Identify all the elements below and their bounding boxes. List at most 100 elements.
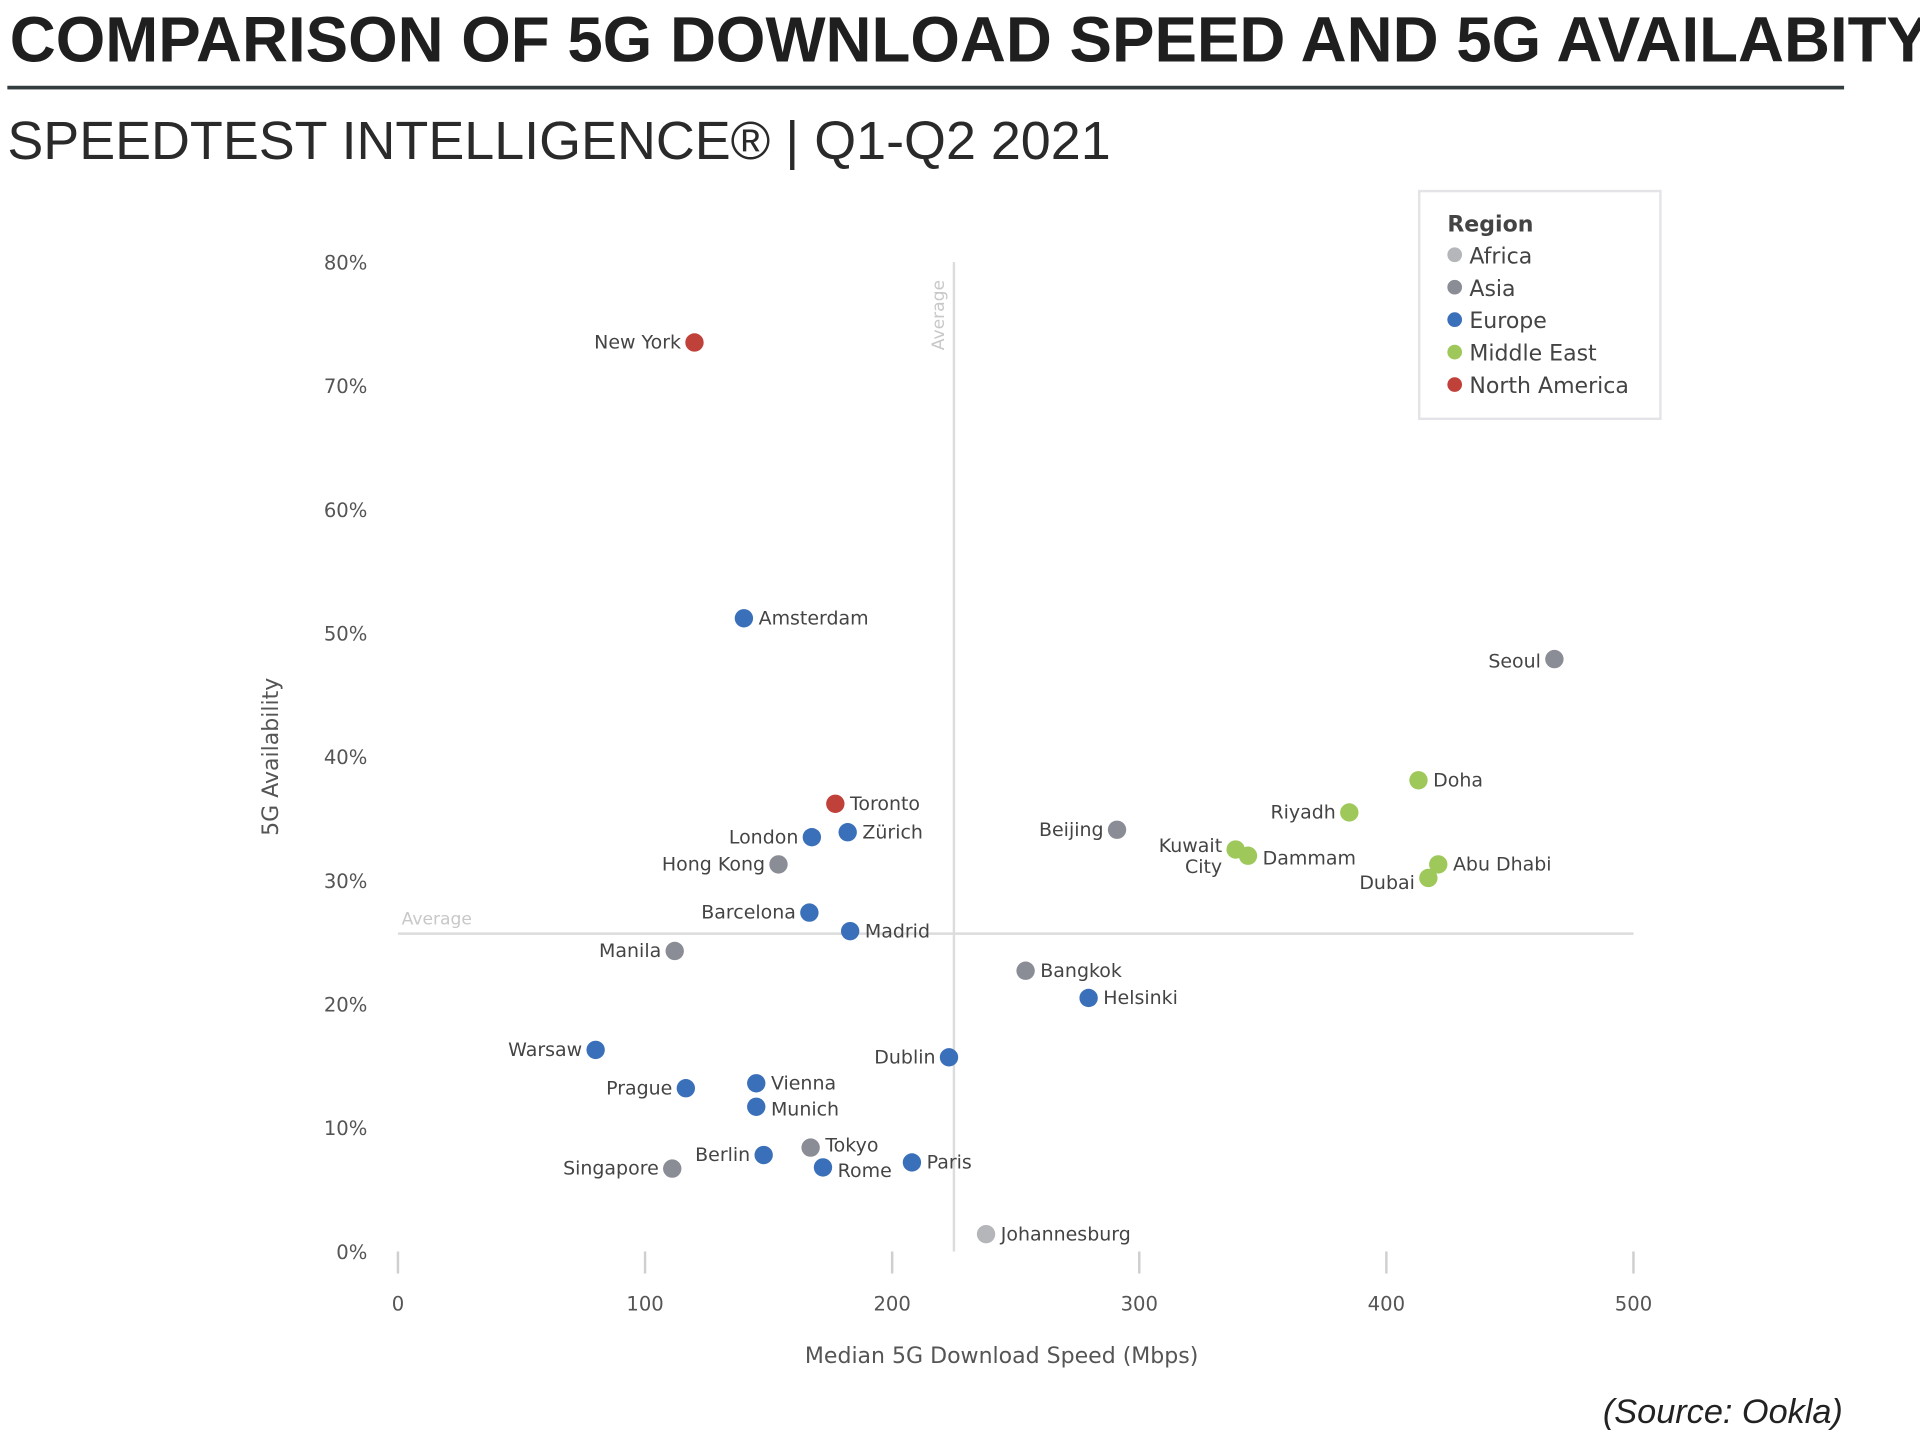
data-point-helsinki[interactable]: Helsinki: [1079, 987, 1178, 1009]
legend-swatch: [1447, 279, 1463, 295]
data-point-dubai[interactable]: Dubai: [1359, 868, 1438, 894]
point-label: Helsinki: [1103, 987, 1178, 1009]
y-tick-label: 60%: [324, 499, 368, 522]
point-marker[interactable]: [769, 855, 788, 874]
chart-title: COMPARISON OF 5G DOWNLOAD SPEED AND 5G A…: [10, 4, 1920, 75]
data-point-riyadh[interactable]: Riyadh: [1270, 802, 1359, 824]
point-marker[interactable]: [754, 1145, 773, 1165]
point-marker[interactable]: [1079, 988, 1098, 1008]
data-point-madrid[interactable]: Madrid: [840, 920, 930, 942]
point-marker[interactable]: [1419, 868, 1438, 888]
point-label: Madrid: [865, 920, 930, 942]
data-point-new-york[interactable]: New York: [594, 332, 704, 354]
x-axis: 0 100 200 300 400 500: [392, 1251, 1652, 1315]
data-point-berlin[interactable]: Berlin: [695, 1144, 773, 1166]
point-marker[interactable]: [939, 1048, 959, 1067]
y-tick-label: 20%: [324, 993, 368, 1016]
legend-swatch: [1447, 247, 1463, 263]
point-marker[interactable]: [1409, 771, 1428, 790]
legend-label: Africa: [1469, 244, 1532, 269]
point-label: Berlin: [695, 1144, 750, 1166]
data-point-barcelona[interactable]: Barcelona: [701, 902, 819, 924]
y-average-label: Average: [402, 910, 472, 930]
point-marker[interactable]: [747, 1074, 766, 1093]
data-point-kuwait-city[interactable]: Kuwait City: [1159, 835, 1245, 878]
data-point-abu-dhabi[interactable]: Abu Dhabi: [1429, 854, 1552, 876]
data-points: New York Amsterdam Seoul Doha Riyadh Toronto B…: [508, 332, 1564, 1245]
legend-label: North America: [1469, 374, 1629, 399]
point-marker[interactable]: [1016, 961, 1035, 980]
point-marker[interactable]: [665, 941, 684, 961]
data-point-dammam[interactable]: Dammam: [1238, 846, 1356, 870]
point-marker[interactable]: [663, 1159, 682, 1178]
data-point-seoul[interactable]: Seoul: [1488, 649, 1564, 673]
data-point-paris[interactable]: Paris: [902, 1152, 972, 1174]
point-marker[interactable]: [802, 827, 822, 847]
legend-swatch: [1447, 312, 1463, 327]
data-point-warsaw[interactable]: Warsaw: [508, 1039, 605, 1061]
point-marker[interactable]: [801, 1138, 820, 1157]
point-marker[interactable]: [685, 333, 704, 352]
point-label: Warsaw: [508, 1039, 582, 1061]
point-marker[interactable]: [813, 1158, 833, 1177]
point-label: Paris: [927, 1152, 972, 1174]
legend-item-asia: Asia: [1447, 277, 1516, 302]
point-label: New York: [594, 332, 681, 354]
data-point-prague[interactable]: Prague: [606, 1077, 696, 1099]
point-label: Seoul: [1488, 651, 1541, 673]
data-point-toronto[interactable]: Toronto: [826, 793, 920, 815]
data-point-amsterdam[interactable]: Amsterdam: [734, 607, 869, 629]
point-marker[interactable]: [676, 1079, 696, 1098]
legend-label: Middle East: [1469, 342, 1597, 367]
data-point-london[interactable]: London: [729, 826, 822, 848]
data-point-munich[interactable]: Munich: [747, 1097, 839, 1121]
point-marker[interactable]: [734, 609, 754, 628]
point-marker[interactable]: [586, 1040, 605, 1060]
data-point-z-rich[interactable]: Zürich: [838, 821, 923, 843]
point-marker[interactable]: [902, 1153, 922, 1172]
legend-label: Asia: [1469, 277, 1515, 302]
point-label: Toronto: [849, 793, 920, 815]
data-point-beijing[interactable]: Beijing: [1039, 819, 1127, 841]
point-label: Kuwait City: [1159, 835, 1222, 878]
data-point-vienna[interactable]: Vienna: [747, 1072, 836, 1094]
y-tick-label: 0%: [336, 1241, 367, 1264]
point-marker[interactable]: [747, 1097, 766, 1116]
point-marker[interactable]: [1340, 803, 1359, 822]
data-point-bangkok[interactable]: Bangkok: [1016, 960, 1122, 982]
data-point-johannesburg[interactable]: Johannesburg: [976, 1223, 1131, 1245]
y-tick-label: 10%: [324, 1117, 368, 1140]
point-marker[interactable]: [1238, 846, 1258, 865]
point-label: Riyadh: [1270, 802, 1335, 824]
chart-subtitle: SPEEDTEST INTELLIGENCE® | Q1-Q2 2021: [7, 111, 1110, 171]
data-point-hong-kong[interactable]: Hong Kong: [662, 854, 788, 876]
point-label: Prague: [606, 1077, 672, 1099]
y-tick-label: 70%: [324, 375, 368, 398]
point-marker[interactable]: [838, 823, 857, 842]
point-marker[interactable]: [1107, 820, 1127, 839]
legend-swatch: [1447, 377, 1463, 392]
data-point-rome[interactable]: Rome: [813, 1158, 892, 1182]
y-tick-label: 40%: [324, 746, 368, 769]
data-point-dublin[interactable]: Dublin: [874, 1046, 959, 1068]
point-label: Bangkok: [1040, 960, 1122, 982]
data-point-manila[interactable]: Manila: [599, 940, 684, 962]
point-label: Johannesburg: [1000, 1223, 1131, 1245]
point-marker[interactable]: [826, 794, 845, 813]
point-marker[interactable]: [1545, 649, 1564, 669]
data-point-doha[interactable]: Doha: [1409, 769, 1483, 791]
y-tick-label: 50%: [324, 622, 368, 645]
point-label: Tokyo: [824, 1134, 878, 1156]
x-tick-label: 400: [1368, 1292, 1405, 1315]
point-label: Manila: [599, 940, 661, 962]
point-marker[interactable]: [800, 903, 819, 922]
data-point-tokyo[interactable]: Tokyo: [801, 1134, 878, 1157]
point-label: Doha: [1433, 769, 1483, 791]
data-point-singapore[interactable]: Singapore: [563, 1158, 682, 1180]
title-rule: [7, 85, 1845, 90]
point-marker[interactable]: [840, 921, 860, 941]
point-label: Barcelona: [701, 902, 796, 924]
point-marker[interactable]: [1429, 855, 1448, 874]
point-label: Rome: [838, 1160, 892, 1182]
point-marker[interactable]: [976, 1224, 996, 1244]
